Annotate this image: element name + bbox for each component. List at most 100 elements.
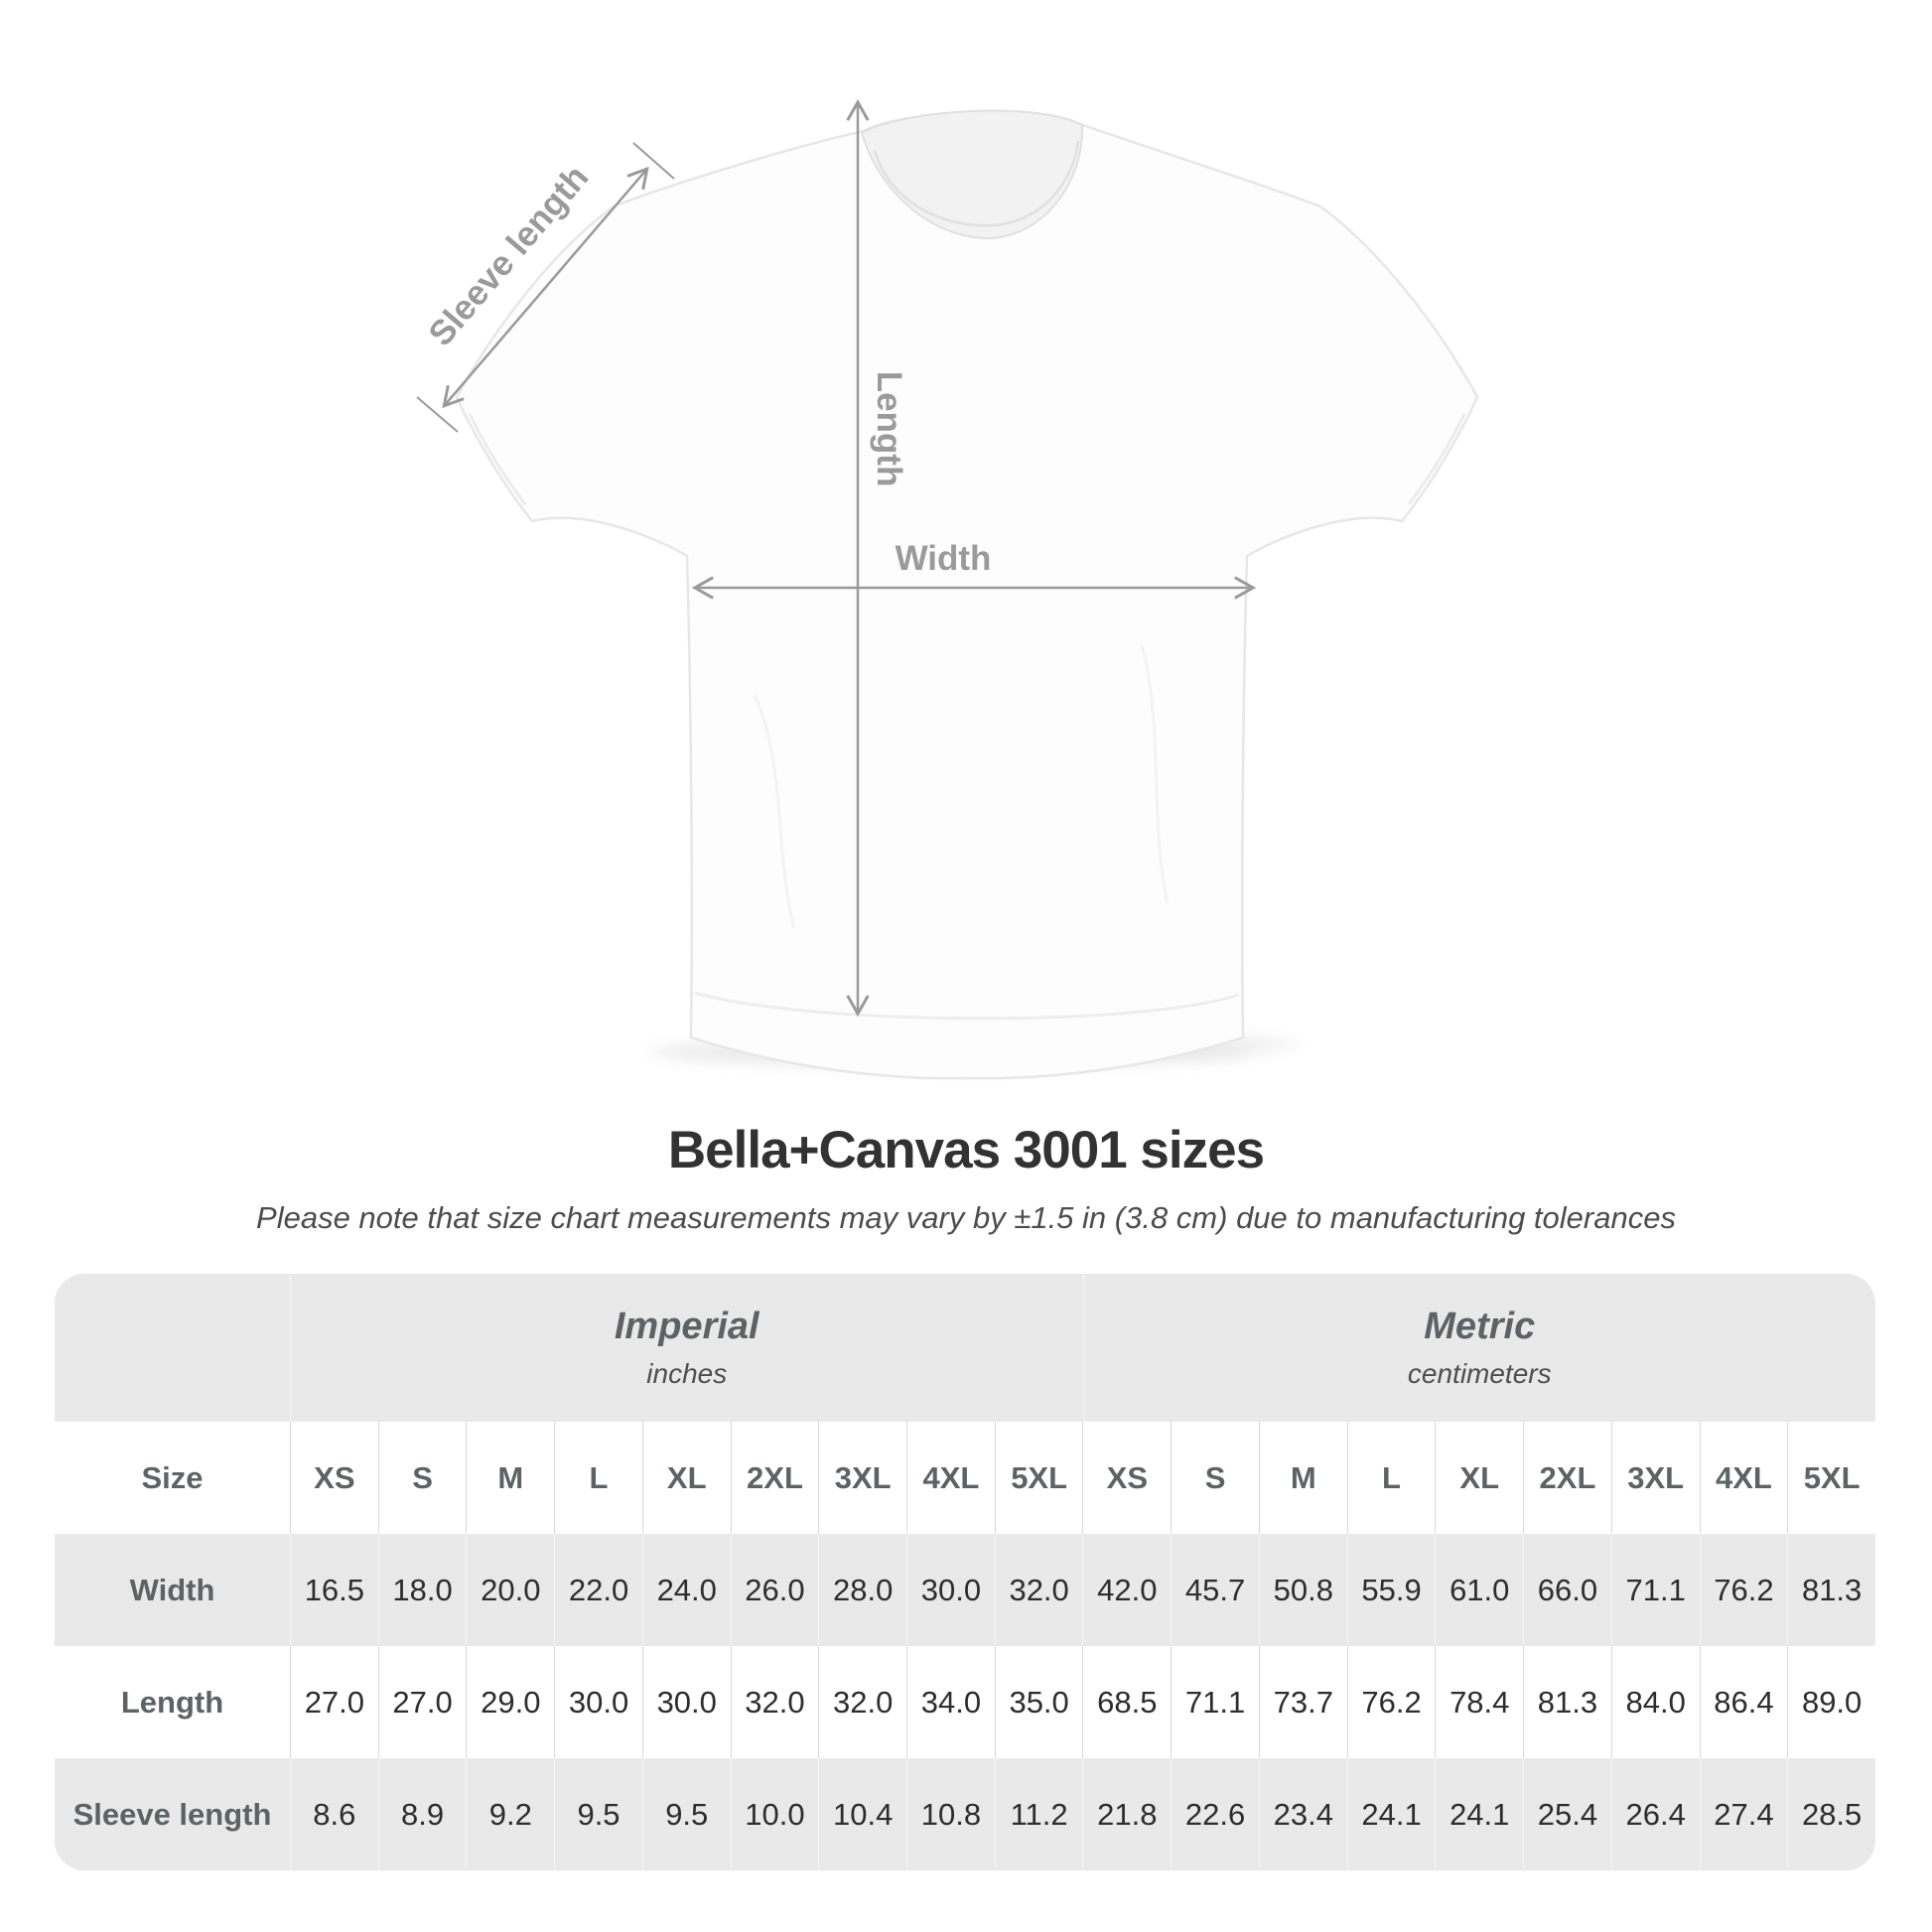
value-cell: 27.0 xyxy=(377,1646,467,1758)
row-label: Width xyxy=(129,1572,215,1607)
value-cell: 26.0 xyxy=(730,1534,819,1646)
value-cell: 32.0 xyxy=(818,1646,906,1758)
unit-group-row: Imperial inches Metric centimeters xyxy=(55,1274,1875,1422)
value-cell: 27.0 xyxy=(290,1646,378,1758)
metric-unit: centimeters xyxy=(1407,1358,1552,1389)
left-cuff-seam xyxy=(468,413,527,505)
hem-seam xyxy=(694,991,1240,1021)
size-header: 5XL xyxy=(994,1422,1083,1534)
size-header: S xyxy=(1171,1422,1259,1534)
value-cell: 18.0 xyxy=(377,1534,467,1646)
value-cell: 71.1 xyxy=(1610,1534,1700,1646)
value-cell: 24.1 xyxy=(1435,1758,1523,1870)
value-cell: 8.6 xyxy=(290,1758,378,1870)
value-cell: 9.5 xyxy=(641,1758,731,1870)
value-cell: 84.0 xyxy=(1610,1646,1700,1758)
size-header: XL xyxy=(1435,1422,1523,1534)
value-cell: 42.0 xyxy=(1082,1534,1171,1646)
value-cell: 76.2 xyxy=(1699,1534,1788,1646)
value-cell: 23.4 xyxy=(1258,1758,1347,1870)
size-header: 2XL xyxy=(730,1422,819,1534)
length-row: Length 27.0 27.0 29.0 30.0 30.0 32.0 32.… xyxy=(55,1646,1875,1758)
width-label: Width xyxy=(896,539,992,578)
value-cell: 50.8 xyxy=(1258,1534,1347,1646)
tshirt-body xyxy=(455,110,1479,1080)
size-header-row: Size XS S M L XL 2XL 3XL 4XL 5XL XS S M … xyxy=(55,1422,1875,1534)
value-cell: 24.1 xyxy=(1346,1758,1436,1870)
value-cell: 32.0 xyxy=(730,1646,819,1758)
value-cell: 10.0 xyxy=(730,1758,819,1870)
row-label: Length xyxy=(120,1684,224,1720)
value-cell: 28.0 xyxy=(818,1534,906,1646)
size-header: 4XL xyxy=(1699,1422,1788,1534)
value-cell: 9.2 xyxy=(466,1758,554,1870)
value-cell: 32.0 xyxy=(994,1534,1083,1646)
value-cell: 10.8 xyxy=(906,1758,995,1870)
value-cell: 26.4 xyxy=(1610,1758,1700,1870)
value-cell: 8.9 xyxy=(377,1758,467,1870)
value-cell: 55.9 xyxy=(1346,1534,1436,1646)
fold-line xyxy=(1140,644,1170,904)
value-cell: 76.2 xyxy=(1346,1646,1436,1758)
size-table: Imperial inches Metric centimeters Size … xyxy=(55,1274,1875,1870)
length-label: Length xyxy=(870,371,908,487)
sleeve-length-row: Sleeve length 8.6 8.9 9.2 9.5 9.5 10.0 1… xyxy=(55,1758,1875,1870)
collar-band-seam xyxy=(873,140,1080,227)
value-cell: 27.4 xyxy=(1699,1758,1788,1870)
tolerance-note: Please note that size chart measurements… xyxy=(256,1200,1676,1235)
value-cell: 30.0 xyxy=(906,1534,995,1646)
fold-line xyxy=(753,694,796,929)
value-cell: 30.0 xyxy=(554,1646,642,1758)
value-cell: 29.0 xyxy=(466,1646,554,1758)
page-title: Bella+Canvas 3001 sizes xyxy=(667,1121,1265,1179)
value-cell: 24.0 xyxy=(641,1534,731,1646)
value-cell: 22.0 xyxy=(554,1534,642,1646)
value-cell: 68.5 xyxy=(1082,1646,1171,1758)
value-cell: 78.4 xyxy=(1435,1646,1523,1758)
value-cell: 61.0 xyxy=(1435,1534,1523,1646)
value-cell: 81.3 xyxy=(1787,1534,1875,1646)
value-cell: 45.7 xyxy=(1171,1534,1259,1646)
sleeve-dimension-arrow xyxy=(442,166,649,409)
size-header: L xyxy=(1346,1422,1436,1534)
size-header: XS xyxy=(1082,1422,1171,1534)
size-header: S xyxy=(377,1422,467,1534)
value-cell: 34.0 xyxy=(906,1646,995,1758)
value-cell: 22.6 xyxy=(1171,1758,1259,1870)
size-header: 3XL xyxy=(1610,1422,1700,1534)
value-cell: 81.3 xyxy=(1523,1646,1611,1758)
sleeve-dimension-tick-top xyxy=(632,142,675,180)
imperial-unit: inches xyxy=(646,1358,728,1389)
corner-spacer xyxy=(55,1274,290,1422)
metric-group-header: Metric centimeters xyxy=(1082,1274,1876,1422)
row-label: Sleeve length xyxy=(72,1796,272,1832)
size-header: 4XL xyxy=(906,1422,995,1534)
size-header: M xyxy=(1258,1422,1347,1534)
metric-label: Metric xyxy=(1424,1306,1536,1347)
sleeve-dimension-tick-bottom xyxy=(416,396,459,433)
imperial-label: Imperial xyxy=(614,1306,759,1347)
imperial-group-header: Imperial inches xyxy=(290,1274,1083,1422)
value-cell: 11.2 xyxy=(994,1758,1083,1870)
value-cell: 20.0 xyxy=(466,1534,554,1646)
value-cell: 25.4 xyxy=(1523,1758,1611,1870)
value-cell: 21.8 xyxy=(1082,1758,1171,1870)
size-header: XL xyxy=(641,1422,731,1534)
value-cell: 28.5 xyxy=(1787,1758,1875,1870)
tshirt-measurement-diagram: Length Width Sleeve length xyxy=(416,98,1479,1080)
value-cell: 66.0 xyxy=(1523,1534,1611,1646)
size-header: 2XL xyxy=(1523,1422,1611,1534)
value-cell: 86.4 xyxy=(1699,1646,1788,1758)
width-row: Width 16.5 18.0 20.0 22.0 24.0 26.0 28.0… xyxy=(55,1534,1875,1646)
value-cell: 10.4 xyxy=(818,1758,906,1870)
size-header: 3XL xyxy=(818,1422,906,1534)
value-cell: 71.1 xyxy=(1171,1646,1259,1758)
size-column-header: Size xyxy=(141,1459,204,1495)
value-cell: 30.0 xyxy=(641,1646,731,1758)
value-cell: 89.0 xyxy=(1787,1646,1875,1758)
value-cell: 73.7 xyxy=(1258,1646,1347,1758)
size-header: 5XL xyxy=(1787,1422,1875,1534)
value-cell: 16.5 xyxy=(290,1534,378,1646)
size-header: L xyxy=(554,1422,642,1534)
